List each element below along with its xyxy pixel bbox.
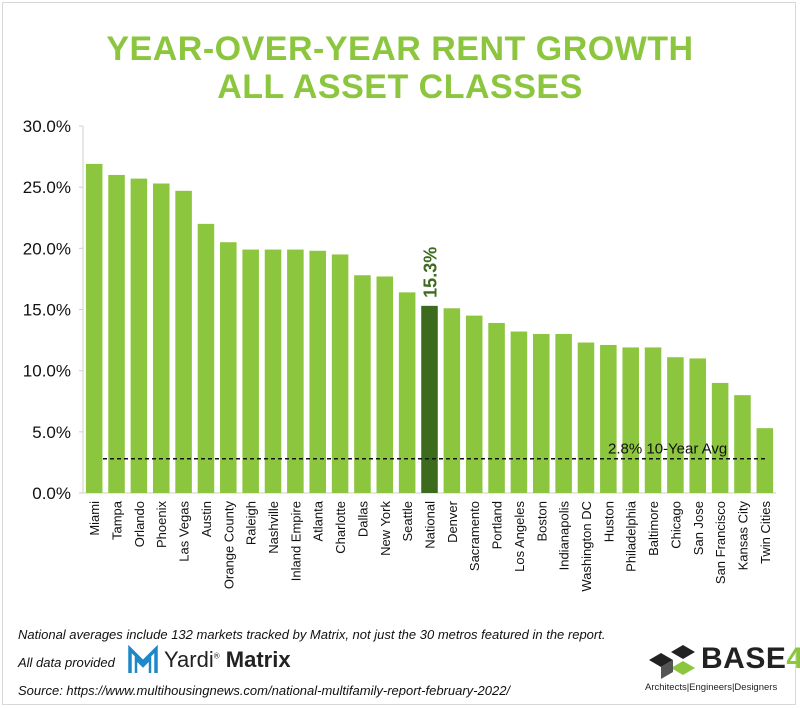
chart-title-line-1: YEAR-OVER-YEAR RENT GROWTH (106, 30, 694, 68)
yardi-product: Matrix (225, 647, 291, 672)
y-tick-label: 25.0% (23, 178, 71, 197)
x-tick-label: Miami (87, 501, 102, 536)
data-provided-label: All data provided (18, 655, 115, 670)
bar-tampa (108, 174, 125, 493)
yardi-matrix-logo: Yardi® Matrix (128, 645, 291, 675)
highlight-data-label: 15.3% (421, 247, 441, 298)
y-tick-label: 0.0% (32, 484, 71, 503)
x-tick-label: Charlotte (333, 501, 348, 554)
x-tick-label: Chicago (668, 501, 683, 549)
base4-tagline: Architects|Engineers|Designers (645, 682, 778, 693)
bar-dallas (354, 275, 371, 493)
x-tick-label: San Francisco (713, 501, 728, 584)
x-tick-label: Dallas (355, 501, 370, 538)
x-tick-label: Twin Cities (758, 501, 773, 564)
bar-las-vegas (175, 190, 192, 493)
bar-indianapolis (555, 333, 572, 493)
x-tick-label: Sacramento (467, 501, 482, 571)
bar-seattle (398, 292, 416, 493)
bar-washington-dc (577, 342, 595, 493)
bar-national (421, 305, 438, 493)
bar-nashville (264, 249, 282, 493)
yardi-logo-icon (128, 645, 158, 673)
bar-sacramento (465, 315, 483, 493)
bar-miami (85, 163, 103, 493)
x-tick-label: Orange County (221, 501, 236, 590)
x-tick-label: Nashville (266, 501, 281, 554)
x-tick-label: Phoenix (154, 501, 169, 548)
source-citation: Source: https://www.multihousingnews.com… (18, 683, 511, 698)
x-tick-label: Las Vegas (177, 501, 192, 562)
y-tick-label: 30.0% (23, 117, 71, 136)
bar-orange-county (220, 242, 237, 493)
bar-denver (443, 308, 461, 493)
y-tick-label: 20.0% (23, 239, 71, 258)
y-tick-label: 15.0% (23, 301, 71, 320)
x-tick-label: Los Angeles (512, 501, 527, 572)
bar-raleigh (242, 249, 259, 493)
chart-title-line-2: ALL ASSET CLASSES (217, 68, 583, 106)
ten-year-average-label: 2.8% 10-Year Avg (608, 441, 727, 458)
cube-logo-icon (649, 645, 695, 679)
x-tick-label: Seattle (400, 501, 415, 541)
x-tick-label: New York (378, 501, 393, 556)
bar-portland (488, 322, 505, 493)
x-tick-label: Orlando (132, 501, 147, 547)
bar-chicago (667, 357, 684, 493)
bar-inland-empire (287, 249, 304, 493)
x-tick-label: Portland (490, 501, 505, 549)
footnote-markets: National averages include 132 markets tr… (18, 627, 606, 642)
x-tick-label: Denver (445, 500, 460, 543)
x-tick-label: Philadelphia (624, 500, 639, 572)
bar-kansas-city (734, 395, 751, 493)
x-tick-label: Austin (199, 501, 214, 537)
bar-boston (533, 333, 550, 493)
bar-chart: 0.0% 5.0% 10.0% 15.0% 20.0% 25.0% 30.0% Miami Ta… (23, 117, 776, 592)
x-tick-label: Kansas City (735, 501, 750, 571)
yardi-name: Yardi (164, 647, 214, 672)
bar-atlanta (309, 250, 326, 493)
x-tick-label: Huston (601, 501, 616, 542)
base4-logo: BASE4 Architects|Engineers|Designers (645, 640, 800, 696)
x-tick-label: Inland Empire (288, 501, 303, 581)
bar-huston (600, 344, 617, 493)
bar-phoenix (152, 183, 170, 493)
x-tick-label: Atlanta (311, 500, 326, 541)
y-tick-label: 10.0% (23, 362, 71, 381)
bar-philadelphia (622, 347, 639, 493)
bar-charlotte (331, 254, 349, 493)
bar-orlando (130, 178, 148, 493)
bar-austin (197, 223, 215, 493)
x-tick-label: Washington DC (579, 501, 594, 592)
x-tick-label: Tampa (110, 500, 125, 540)
bar-twin-cities (756, 428, 774, 493)
x-tick-label: Indianapolis (557, 501, 572, 571)
y-tick-label: 5.0% (32, 423, 71, 442)
x-tick-label: Baltimore (646, 501, 661, 556)
bar-los-angeles (510, 331, 528, 493)
bar-san-jose (689, 358, 707, 493)
x-tick-label: San Jose (691, 501, 706, 555)
x-tick-label: Raleigh (244, 501, 259, 545)
bar-san-francisco (711, 382, 729, 493)
x-tick-label: Boston (534, 501, 549, 541)
bar-new-york (376, 276, 394, 493)
base4-wordmark: BASE4 (701, 642, 800, 675)
x-tick-label: National (423, 501, 438, 549)
bar-baltimore (644, 347, 662, 493)
